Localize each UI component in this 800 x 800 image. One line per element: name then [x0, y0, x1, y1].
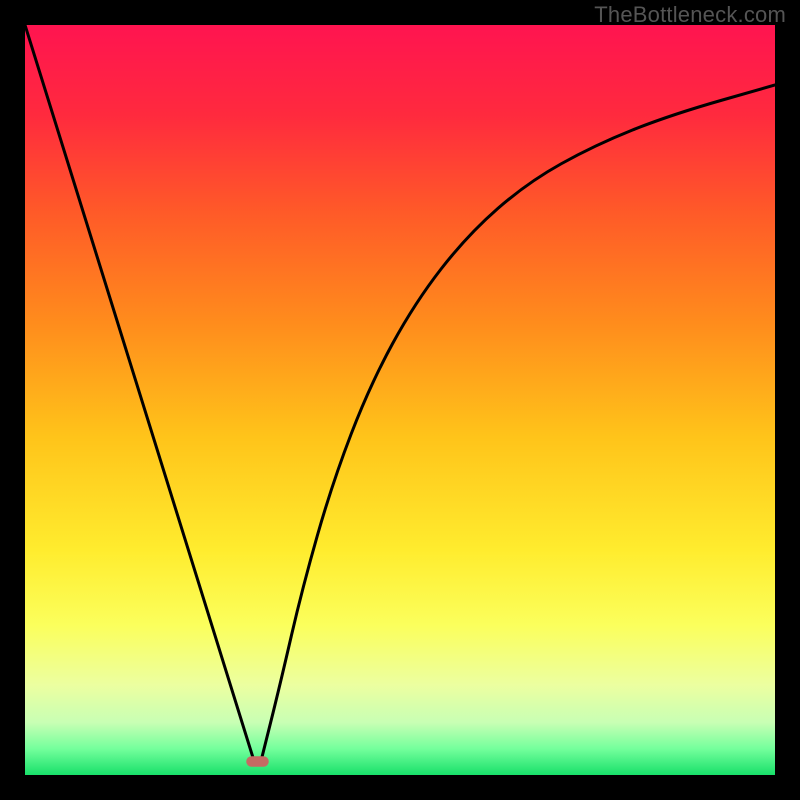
plot-area [25, 25, 775, 775]
plot-svg [25, 25, 775, 775]
chart-frame: TheBottleneck.com [0, 0, 800, 800]
